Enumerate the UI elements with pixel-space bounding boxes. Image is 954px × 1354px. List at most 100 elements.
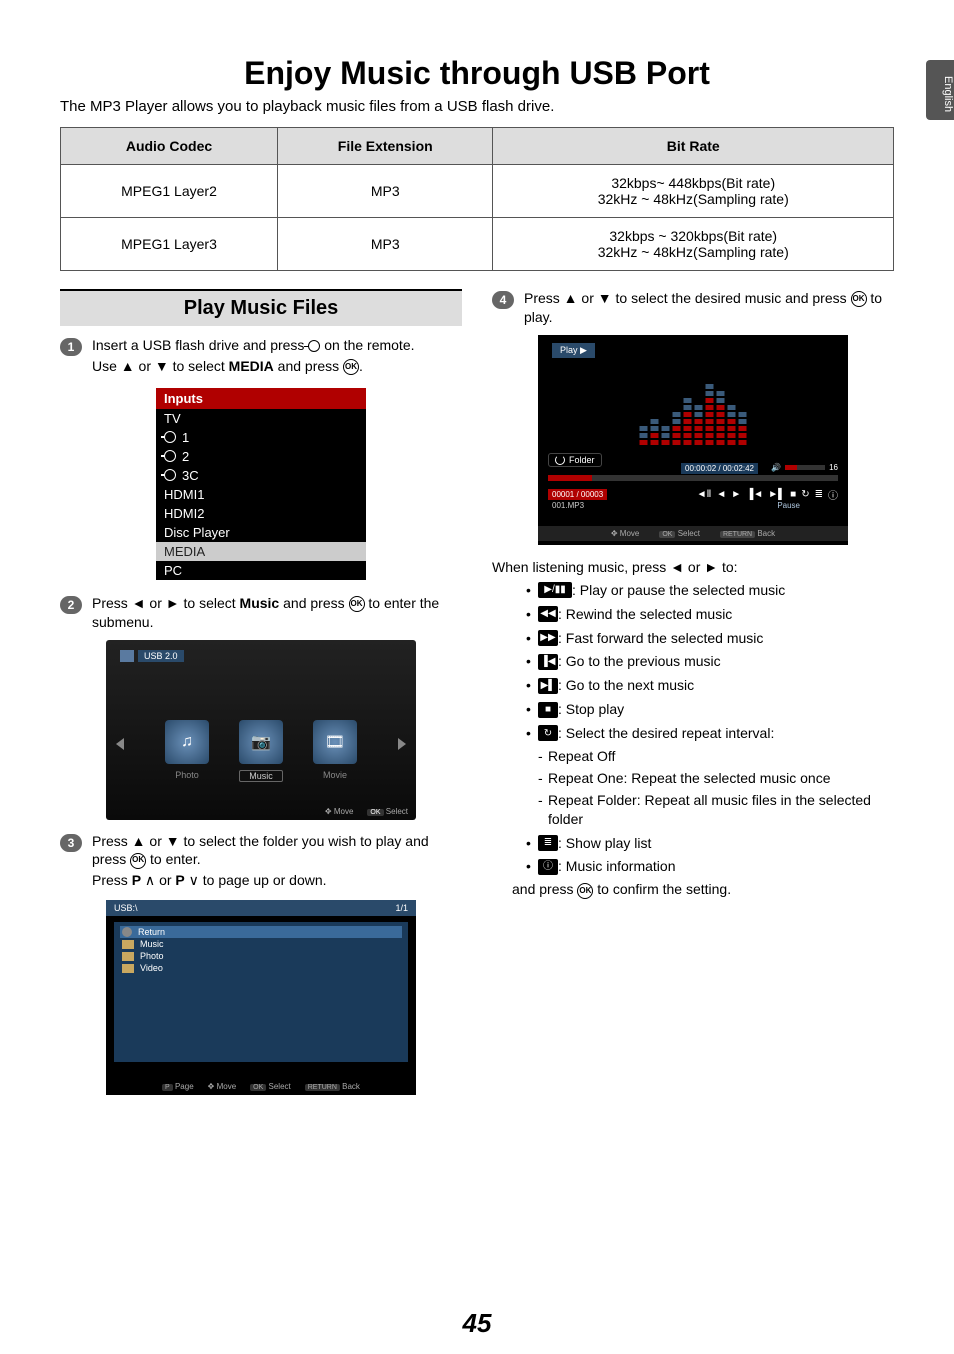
th-codec: Audio Codec xyxy=(61,128,278,165)
step-text: Insert a USB flash drive and press on th… xyxy=(92,336,415,378)
control-icon: ▶/▮▮ xyxy=(538,582,572,598)
t: ∧ xyxy=(141,872,159,888)
control-icon: ▐◀ xyxy=(538,654,558,670)
t: ∨ xyxy=(185,872,203,888)
input-row: PC xyxy=(156,561,366,580)
control-text: : Fast forward the selected music xyxy=(558,630,763,646)
td: 32kbps~ 448kbps(Bit rate) 32kHz ~ 48kHz(… xyxy=(493,165,894,218)
controls-intro: When listening music, press ◄ or ► to: xyxy=(492,559,894,575)
step-2: 2 Press ◄ or ► to select Music and press… xyxy=(60,594,462,632)
player-control-icon: ◄Ⅱ xyxy=(697,489,712,500)
player-control-icon: ◄ xyxy=(716,489,726,500)
back-hint: RETURN Back xyxy=(720,529,775,538)
right-column: 4 Press ▲ or ▼ to select the desired mus… xyxy=(492,289,894,1105)
input-label: HDMI2 xyxy=(164,506,204,521)
folder-label: Photo xyxy=(140,951,164,961)
p-icon: P xyxy=(175,871,184,890)
av-icon xyxy=(164,450,176,462)
move-hint: ✥ Move xyxy=(611,529,640,538)
step-text: Press ◄ or ► to select Music and press O… xyxy=(92,594,462,632)
t: to page up or down. xyxy=(203,872,327,888)
folder-icon xyxy=(122,940,134,949)
time-display: 00:00:02 / 00:02:42 xyxy=(681,463,758,474)
control-text: : Play or pause the selected music xyxy=(572,582,785,598)
control-text: : Go to the previous music xyxy=(558,653,721,669)
ok-icon: OK xyxy=(577,883,593,899)
control-icon: ▶▶ xyxy=(538,630,558,646)
th-ext: File Extension xyxy=(278,128,493,165)
intro-text: The MP3 Player allows you to playback mu… xyxy=(60,98,894,115)
control-icon: ≣ xyxy=(538,835,558,851)
control-icon: ⓘ xyxy=(538,859,558,875)
player-control-icon: ▐◄ xyxy=(746,489,763,500)
move-hint: ✥ Move xyxy=(325,807,354,816)
folder-row: Video xyxy=(120,962,402,974)
control-item: ▶/▮▮: Play or pause the selected music xyxy=(526,581,894,600)
t: . xyxy=(359,358,363,374)
input-row: MEDIA xyxy=(156,542,366,561)
eq-bar xyxy=(651,417,659,445)
music-label: Music xyxy=(239,770,283,782)
track-index: 00001 / 00003 xyxy=(548,489,607,500)
control-item: ▶▌: Go to the next music xyxy=(526,676,894,695)
inputs-menu: Inputs TV123CHDMI1HDMI2Disc PlayerMEDIAP… xyxy=(156,388,366,580)
input-row: 1 xyxy=(156,428,366,447)
movie-tile: 🎞 xyxy=(313,720,357,764)
eq-bar xyxy=(728,403,736,445)
eq-bar xyxy=(695,403,703,445)
step-4: 4 Press ▲ or ▼ to select the desired mus… xyxy=(492,289,894,327)
page-count: 1/1 xyxy=(395,903,408,913)
input-row: 3C xyxy=(156,466,366,485)
control-bar: 00001 / 00003 ◄Ⅱ◄►▐◄►▌■↻≣ⓘ Pause xyxy=(548,487,838,502)
input-label: MEDIA xyxy=(164,544,205,559)
usb-label: USB 2.0 xyxy=(138,650,184,662)
page-title: Enjoy Music through USB Port xyxy=(60,55,894,92)
usb-icon xyxy=(120,650,134,662)
ok-icon: OK xyxy=(343,359,359,375)
control-text: : Music information xyxy=(558,858,675,874)
td: 32kbps ~ 320kbps(Bit rate) 32kHz ~ 48kHz… xyxy=(493,218,894,271)
eq-bar xyxy=(684,396,692,445)
input-label: TV xyxy=(164,411,181,426)
control-item: ▐◀: Go to the previous music xyxy=(526,652,894,671)
control-item: ↻: Select the desired repeat interval:Re… xyxy=(526,724,894,828)
sublist-item: Repeat Off xyxy=(538,747,894,766)
select-hint: OK Select xyxy=(367,807,408,816)
control-item: ■: Stop play xyxy=(526,700,894,719)
folder-label: Music xyxy=(140,939,164,949)
step-badge: 2 xyxy=(60,596,82,614)
filename: 001.MP3 xyxy=(552,501,584,510)
folder-label: Return xyxy=(138,927,165,937)
control-item: ⓘ: Music information xyxy=(526,857,894,876)
td: MPEG1 Layer3 xyxy=(61,218,278,271)
input-label: HDMI1 xyxy=(164,487,204,502)
language-tab: English xyxy=(926,60,954,120)
refresh-icon xyxy=(555,455,565,465)
repeat-sublist: Repeat OffRepeat One: Repeat the selecte… xyxy=(538,747,894,829)
page-content: Enjoy Music through USB Port The MP3 Pla… xyxy=(0,0,954,1125)
step-text: Press ▲ or ▼ to select the folder you wi… xyxy=(92,832,462,893)
path-label: USB:\ xyxy=(114,903,138,913)
control-text: : Select the desired repeat interval: xyxy=(558,725,774,741)
ok-icon: OK xyxy=(349,596,365,612)
play-indicator: Play ▶ xyxy=(552,343,595,358)
t: on the remote. xyxy=(320,337,414,353)
p-icon: P xyxy=(132,871,141,890)
av-icon xyxy=(164,431,176,443)
media-type-panel: USB 2.0 ♫ 📷 🎞 Photo Music Movie ✥ Move O… xyxy=(106,640,416,820)
music-player-panel: Play ▶ Folder 00:00:02 / 00:02:42 🔊16 00… xyxy=(538,335,848,545)
folder-row: Return xyxy=(120,926,402,938)
move-hint: ✥ Move xyxy=(208,1082,237,1091)
t: Press ◄ or ► to select xyxy=(92,595,240,611)
progress-bar xyxy=(548,475,838,481)
input-row: HDMI1 xyxy=(156,485,366,504)
th-rate: Bit Rate xyxy=(493,128,894,165)
inputs-header: Inputs xyxy=(156,388,366,409)
eq-bar xyxy=(739,410,747,445)
step-1: 1 Insert a USB flash drive and press on … xyxy=(60,336,462,378)
back-hint: RETURN Back xyxy=(305,1082,360,1091)
input-row: Disc Player xyxy=(156,523,366,542)
section-header: Play Music Files xyxy=(60,289,462,326)
input-label: PC xyxy=(164,563,182,578)
spec-table: Audio Codec File Extension Bit Rate MPEG… xyxy=(60,127,894,271)
